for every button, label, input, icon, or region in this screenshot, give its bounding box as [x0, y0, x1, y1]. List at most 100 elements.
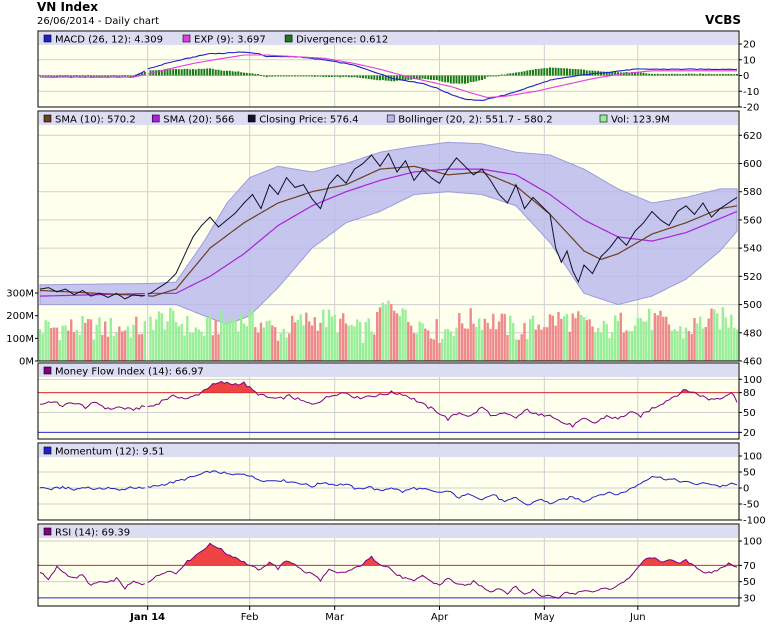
volume-bar-150 — [463, 328, 467, 361]
volume-bar-20 — [95, 324, 98, 361]
divergence-bar-14 — [78, 75, 81, 77]
volume-bar-206 — [622, 332, 625, 361]
divergence-bar-153 — [472, 75, 475, 82]
chart-title: VN Index — [37, 0, 98, 14]
divergence-bar-245 — [733, 74, 736, 76]
mfi-reference-lines — [38, 392, 739, 433]
legend-swatch-0 — [43, 446, 52, 455]
volume-bar-54 — [191, 332, 195, 361]
divergence-bar-0 — [39, 75, 41, 77]
volume-bar-210 — [633, 325, 637, 361]
volume-bar-86 — [282, 328, 285, 361]
volume-bar-64 — [220, 310, 223, 361]
legend-bar — [39, 364, 738, 377]
divergence-histogram — [39, 67, 738, 84]
volume-bar-27 — [115, 332, 118, 361]
divergence-bar-200 — [605, 71, 608, 76]
volume-bar-202 — [611, 332, 614, 361]
divergence-bar-123 — [387, 75, 390, 81]
volume-bar-65 — [223, 320, 226, 361]
volume-bar-216 — [650, 330, 654, 361]
divergence-bar-211 — [636, 72, 639, 76]
volume-bar-110 — [350, 324, 353, 361]
legend-swatch-0 — [43, 114, 52, 123]
volume-bar-185 — [563, 316, 566, 361]
volume-bar-229 — [687, 330, 690, 361]
divergence-bar-192 — [583, 69, 585, 76]
divergence-bar-19 — [92, 75, 95, 77]
divergence-bar-10 — [67, 75, 70, 77]
divergence-bar-137 — [427, 75, 430, 80]
divergence-bar-160 — [492, 75, 495, 77]
volume-bar-165 — [506, 335, 509, 361]
divergence-bar-244 — [730, 74, 733, 76]
volume-bar-59 — [206, 318, 209, 361]
volume-bar-70 — [237, 331, 240, 361]
y-tick-label-0: 100 — [743, 375, 762, 386]
volume-bar-24 — [106, 336, 110, 361]
y-tick-label-5: 520 — [743, 272, 762, 283]
volume-bar-181 — [551, 315, 554, 361]
volume-bar-232 — [696, 323, 699, 361]
x-tick-label-0: Jan 14 — [129, 612, 165, 623]
volume-bar-71 — [240, 313, 243, 361]
momentum-legend: Momentum (12): 9.51 — [39, 444, 738, 458]
rsi-line — [39, 542, 738, 599]
divergence-bar-150 — [464, 75, 466, 84]
divergence-bar-236 — [707, 73, 710, 76]
divergence-bar-158 — [486, 75, 489, 77]
volume-bar-197 — [597, 328, 600, 361]
volume-bar-116 — [367, 318, 370, 361]
volume-bar-63 — [217, 334, 220, 361]
y-tick-label-2: 0 — [743, 71, 749, 82]
volume-bar-48 — [174, 322, 178, 361]
volume-bar-215 — [648, 308, 651, 361]
chart-subtitle: 26/06/2014 - Daily chart — [37, 16, 159, 27]
legend-bar — [39, 444, 738, 457]
divergence-bar-139 — [432, 75, 435, 80]
volume-bar-156 — [480, 329, 484, 361]
divergence-bar-152 — [469, 75, 472, 83]
volume-bar-231 — [693, 318, 696, 361]
volume-bar-15 — [81, 316, 84, 361]
divergence-bar-243 — [727, 73, 730, 76]
volume-bar-97 — [313, 317, 316, 361]
volume-bars — [38, 300, 739, 361]
volume-bar-182 — [554, 325, 557, 361]
volume-bar-30 — [123, 330, 127, 361]
divergence-bar-167 — [512, 73, 515, 76]
volume-bar-125 — [393, 310, 396, 361]
volume-bar-147 — [455, 327, 458, 361]
divergence-bar-142 — [441, 75, 444, 82]
y-tick-label-3: -50 — [743, 500, 759, 511]
volume-bar-108 — [344, 323, 348, 361]
volume-bar-134 — [418, 321, 421, 361]
divergence-bar-77 — [257, 74, 260, 76]
divergence-bar-26 — [112, 75, 115, 77]
divergence-bar-154 — [475, 75, 478, 82]
volume-bar-122 — [384, 305, 387, 361]
volume-bar-148 — [458, 313, 461, 361]
volume-bar-14 — [78, 334, 81, 361]
volume-bar-219 — [659, 310, 662, 361]
volume-bar-99 — [319, 322, 322, 361]
volume-tick-label-2: 100M — [6, 334, 34, 345]
volume-bar-193 — [585, 320, 588, 361]
divergence-bar-233 — [699, 73, 702, 76]
legend-bar — [39, 525, 738, 538]
divergence-bar-180 — [549, 67, 551, 76]
divergence-bar-156 — [481, 75, 483, 80]
volume-bar-154 — [475, 327, 478, 361]
volume-bar-114 — [361, 343, 365, 361]
volume-bar-209 — [631, 331, 634, 361]
divergence-bar-203 — [614, 72, 617, 76]
divergence-bar-217 — [653, 73, 656, 76]
volume-bar-243 — [727, 327, 730, 361]
volume-bar-92 — [299, 314, 302, 361]
volume-bar-183 — [557, 312, 560, 361]
volume-bar-104 — [333, 314, 336, 361]
divergence-bar-228 — [685, 73, 687, 76]
divergence-bar-107 — [342, 75, 345, 77]
divergence-bar-54 — [192, 69, 194, 76]
divergence-bar-2 — [44, 75, 47, 77]
